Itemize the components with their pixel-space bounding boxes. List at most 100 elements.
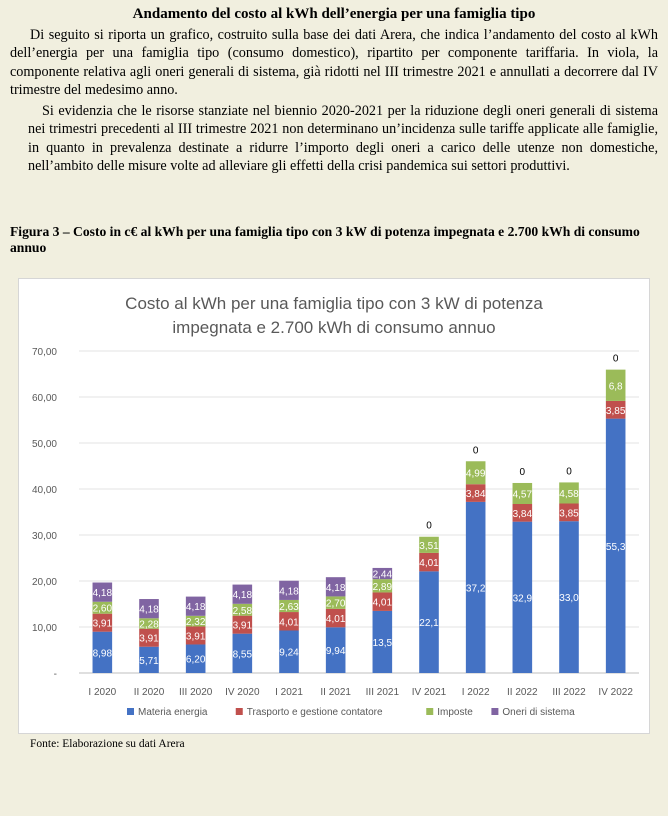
page-heading: Andamento del costo al kWh dell’energia … [132,6,536,22]
data-label: 0 [473,445,479,456]
bar-segment [605,400,626,419]
data-label: 3,91 [186,631,206,642]
legend-label: Materia energia [138,707,208,718]
data-label: 22,1 [419,618,439,629]
figure-title: Figura 3 – Costo in c€ al kWh per una fa… [10,224,640,255]
bar-segment [185,626,206,645]
bar-segment [92,582,113,602]
bar-segment [465,484,486,502]
bar-segment [605,418,626,673]
data-label: 4,01 [279,617,299,628]
data-label: 55,3 [606,542,626,553]
data-label: 3,85 [606,406,626,417]
data-label: 32,9 [513,593,533,604]
data-label: 4,58 [559,489,579,500]
data-label: 4,18 [279,586,299,597]
bar-segment [512,521,533,673]
chart-title-line: impegnata e 2.700 kWh di consumo annuo [172,318,495,337]
legend-swatch [127,708,134,715]
bar-segment [372,567,393,580]
legend-swatch [426,708,434,715]
data-label: 3,51 [419,541,439,552]
data-label: 3,91 [93,619,113,630]
bar-segment [232,633,253,673]
data-label: 2,58 [233,606,253,617]
bar-segment [279,599,299,613]
data-label: 37,2 [466,583,486,594]
x-tick-label: I 2022 [462,687,490,698]
y-tick-label: 40,00 [32,485,57,496]
stacked-bar-chart: Costo al kWh per una famiglia tipo con 3… [32,294,639,718]
data-label: 3,91 [233,621,253,632]
bar-segment [419,536,439,553]
bar-segment [559,503,579,522]
data-label: 4,01 [326,614,346,625]
bar-segment [139,599,159,619]
data-label: 8,55 [233,649,253,660]
data-label: 2,70 [326,599,346,610]
data-label: 4,01 [419,558,439,569]
x-tick-label: I 2021 [275,687,303,698]
legend-label: Imposte [437,707,473,718]
legend-swatch [235,708,243,715]
bar-segment [512,482,533,504]
data-label: 3,91 [139,634,159,645]
y-tick-label: 60,00 [32,393,57,404]
x-tick-label: III 2021 [366,687,400,698]
data-label: 3,84 [513,509,533,520]
y-tick-label: 50,00 [32,439,57,450]
legend-label: Oneri di sistema [502,707,575,718]
bar-segment [325,577,346,597]
y-tick-label: 20,00 [32,577,57,588]
data-label: 2,63 [279,602,299,613]
data-label: 4,18 [139,605,159,616]
data-label: 0 [426,521,432,532]
x-tick-label: I 2020 [88,687,116,698]
data-label: 6,20 [186,655,206,666]
bar-segment [92,613,113,632]
data-label: 9,24 [279,648,299,659]
y-tick-label: - [54,669,57,680]
bar-segment [139,618,159,629]
x-tick-label: III 2022 [552,687,586,698]
bar-segment [185,644,206,673]
bar-segment [139,628,159,647]
data-label: 3,84 [466,489,486,500]
y-tick-label: 30,00 [32,531,57,542]
x-tick-label: IV 2020 [225,687,260,698]
bar-segment [185,596,206,616]
data-label: 0 [613,354,619,365]
legend-label: Trasporto e gestione contatore [247,707,383,718]
data-label: 2,32 [186,617,206,628]
x-tick-label: IV 2021 [412,687,447,698]
data-label: 2,60 [93,604,113,615]
chart-title-line: Costo al kWh per una famiglia tipo con 3… [125,294,543,313]
bar-segment [185,615,206,627]
data-label: 0 [520,467,526,478]
bar-segment [232,603,253,616]
data-label: 0 [566,466,572,477]
data-label: 3,85 [559,508,579,519]
chart-container: Costo al kWh per una famiglia tipo con 3… [18,278,650,734]
bar-segment [325,627,346,673]
bar-segment [325,596,346,609]
bar-segment [559,521,579,673]
data-label: 9,94 [326,646,346,657]
data-label: 33,0 [559,593,579,604]
x-tick-label: III 2020 [179,687,213,698]
bar-segment [372,579,393,593]
data-label: 4,18 [186,602,206,613]
bar-segment [372,610,393,673]
data-label: 5,71 [139,656,159,667]
note-paragraph: Si evidenzia che le risorse stanziate ne… [28,103,658,175]
bar-segment [279,580,299,600]
data-label: 8,98 [93,648,113,659]
bar-segment [232,615,253,634]
data-label: 2,89 [373,582,393,593]
x-tick-label: II 2020 [134,687,165,698]
bar-segment [465,501,486,673]
data-label: 4,18 [93,588,113,599]
data-label: 4,01 [373,598,393,609]
bar-segment [419,571,439,673]
data-label: 4,18 [326,583,346,594]
